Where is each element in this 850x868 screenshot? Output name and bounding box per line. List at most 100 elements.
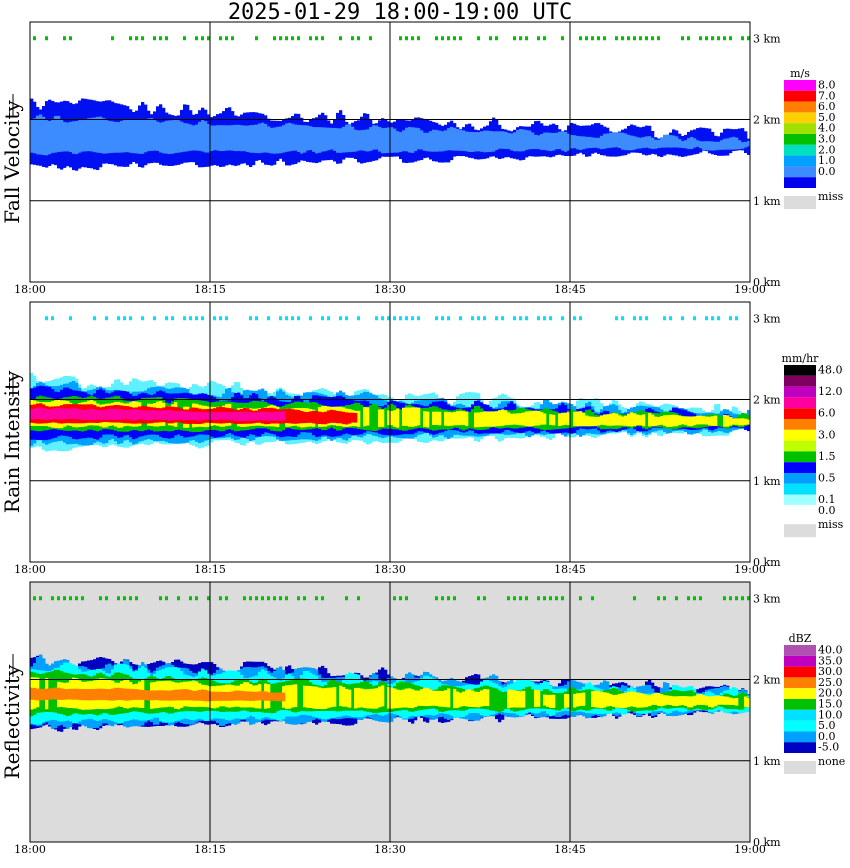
- data-column: [573, 411, 577, 426]
- data-column: [564, 131, 568, 152]
- data-column: [153, 690, 157, 701]
- noise-mark: [627, 36, 630, 41]
- data-column: [363, 689, 367, 708]
- noise-mark: [711, 36, 714, 41]
- legend-swatch: [784, 677, 816, 689]
- noise-mark: [321, 596, 324, 601]
- noise-mark: [693, 596, 696, 601]
- data-column: [540, 691, 544, 709]
- legend-miss-swatch: [784, 524, 816, 538]
- data-column: [606, 414, 610, 426]
- data-column: [705, 696, 709, 706]
- noise-mark: [369, 36, 372, 41]
- data-column: [141, 689, 145, 700]
- data-column: [705, 416, 709, 425]
- data-column: [222, 412, 226, 420]
- data-column: [288, 685, 292, 709]
- data-column: [432, 690, 436, 706]
- data-column: [87, 118, 91, 152]
- data-column: [651, 694, 655, 705]
- data-column: [213, 412, 217, 421]
- data-column: [42, 688, 46, 701]
- data-column: [354, 413, 358, 423]
- data-column: [156, 121, 160, 151]
- data-column: [441, 409, 445, 430]
- noise-mark: [159, 596, 162, 601]
- data-column: [363, 129, 367, 151]
- data-column: [255, 412, 259, 421]
- data-column: [204, 412, 208, 420]
- data-column: [57, 687, 61, 700]
- data-column: [123, 410, 127, 420]
- data-column: [723, 696, 727, 705]
- data-column: [264, 691, 268, 701]
- data-column: [357, 687, 361, 708]
- data-column: [192, 411, 196, 420]
- data-column: [681, 696, 685, 706]
- data-column: [408, 688, 412, 708]
- data-column: [660, 694, 664, 707]
- noise-mark: [747, 36, 750, 41]
- legend-label: 5.0: [818, 111, 836, 124]
- data-column: [459, 692, 463, 707]
- data-column: [549, 694, 553, 708]
- data-column: [267, 412, 271, 421]
- data-column: [390, 411, 394, 426]
- data-column: [399, 409, 403, 431]
- noise-mark: [615, 36, 618, 41]
- data-column: [312, 410, 316, 424]
- data-column: [597, 137, 601, 149]
- noise-mark: [741, 596, 744, 601]
- data-column: [504, 410, 508, 426]
- data-column: [102, 409, 106, 420]
- data-column: [621, 132, 625, 150]
- noise-mark: [357, 36, 360, 41]
- data-column: [165, 690, 169, 701]
- noise-mark: [225, 36, 228, 41]
- data-column: [588, 416, 592, 427]
- noise-mark: [255, 36, 258, 41]
- data-column: [645, 136, 649, 148]
- data-column: [642, 137, 646, 148]
- noise-mark: [657, 596, 660, 601]
- data-column: [66, 122, 70, 152]
- data-column: [669, 135, 673, 148]
- data-column: [489, 411, 493, 427]
- data-column: [330, 127, 334, 150]
- data-column: [267, 126, 271, 153]
- data-column: [729, 697, 733, 705]
- data-column: [468, 411, 472, 429]
- data-column: [711, 416, 715, 426]
- data-column: [102, 688, 106, 701]
- data-column: [390, 127, 394, 153]
- data-column: [450, 686, 454, 711]
- data-column: [258, 123, 262, 154]
- noise-mark: [687, 36, 690, 41]
- data-column: [381, 685, 385, 707]
- data-column: [606, 692, 610, 707]
- data-column: [189, 124, 193, 151]
- data-column: [348, 689, 352, 708]
- data-column: [531, 132, 535, 150]
- noise-mark: [645, 36, 648, 41]
- data-column: [639, 692, 643, 708]
- data-column: [369, 405, 373, 431]
- data-column: [654, 693, 658, 705]
- data-column: [228, 412, 232, 420]
- data-column: [30, 119, 34, 153]
- data-column: [306, 685, 310, 708]
- data-column: [585, 415, 589, 426]
- data-column: [36, 688, 40, 701]
- data-column: [660, 137, 664, 148]
- data-column: [738, 128, 742, 151]
- data-column: [510, 413, 514, 425]
- data-column: [138, 409, 142, 420]
- noise-mark: [285, 316, 288, 321]
- data-column: [120, 120, 124, 153]
- plot-frame: [29, 301, 751, 563]
- data-column: [375, 688, 379, 709]
- data-column: [249, 691, 253, 702]
- noise-mark: [477, 596, 480, 601]
- data-column: [291, 684, 295, 708]
